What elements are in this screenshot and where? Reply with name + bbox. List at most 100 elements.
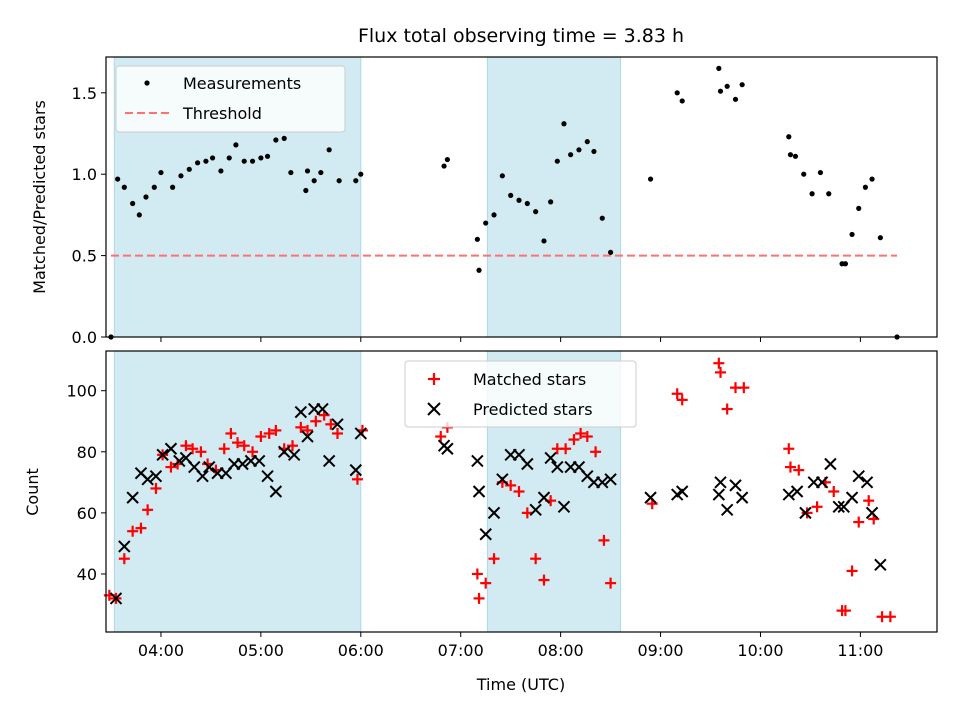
predicted-star-point (874, 558, 887, 572)
top-shaded-interval-2 (486, 56, 622, 338)
matched-star-point (568, 434, 580, 446)
predicted-star-point (236, 457, 249, 471)
measurement-point (548, 199, 554, 205)
matched-star-point (325, 418, 337, 430)
predicted-star-point (729, 479, 742, 492)
measurement-point (233, 142, 239, 148)
measurement-point (130, 200, 136, 207)
predicted-star-point (557, 500, 571, 513)
predicted-star-point (865, 506, 879, 520)
matched-star-point (530, 553, 542, 565)
predicted-star-point (118, 540, 131, 553)
predicted-star-point (141, 473, 154, 486)
xtick-label: 07:00 (438, 641, 484, 660)
predicted-star-point (261, 470, 274, 483)
matched-star-point (793, 464, 805, 476)
chart-title: Flux total observing time = 3.83 h (358, 25, 684, 47)
measurement-point (170, 184, 176, 190)
matched-star-point (715, 366, 727, 378)
matched-stars-points (103, 357, 896, 623)
measurement-point (716, 65, 722, 71)
predicted-star-point (316, 402, 329, 416)
measurement-point (554, 158, 560, 164)
predicted-stars-points (109, 402, 887, 605)
matched-star-point (839, 605, 851, 617)
predicted-star-point (720, 503, 734, 517)
bottom-legend-box (404, 360, 637, 428)
measurement-points (108, 65, 900, 340)
measurement-point (258, 155, 264, 161)
predicted-star-point (349, 463, 363, 477)
measurement-point (288, 169, 294, 176)
legend-matched-label: Matched stars (473, 370, 586, 389)
matched-star-point (784, 461, 796, 473)
measurement-point (273, 137, 279, 143)
measurement-point (249, 158, 256, 164)
bottom-xlabel: Time (UTC) (476, 675, 565, 694)
matched-star-point (218, 443, 230, 455)
measurement-point (241, 158, 247, 164)
measurement-point (849, 231, 855, 238)
legend-predicted-label: Predicted stars (473, 400, 593, 419)
top-ytick-label: 0.5 (72, 247, 97, 266)
predicted-star-point (845, 491, 859, 504)
measurement-point (679, 98, 685, 104)
matched-star-point (150, 482, 162, 494)
matched-star-point (811, 501, 823, 513)
matched-star-point (598, 534, 610, 546)
predicted-star-point (294, 405, 308, 419)
measurement-point (561, 121, 567, 127)
matched-star-point (480, 577, 492, 589)
bottom-axis: 40 60 80 100 04:00 05:00 06:00 07:00 08:00 09:00 1… (66, 382, 883, 660)
measurement-point (143, 194, 149, 200)
measurement-point (786, 134, 792, 140)
matched-star-point (560, 443, 572, 455)
legend-predicted-marker (427, 402, 441, 416)
bottom-panel-frame (105, 350, 938, 633)
predicted-star-point (196, 470, 209, 483)
predicted-star-point (860, 476, 874, 489)
measurement-point (508, 192, 514, 198)
measurement-point (732, 96, 739, 102)
matched-star-point (738, 382, 750, 394)
top-ytick-label: 1.5 (72, 84, 97, 103)
measurement-point (358, 171, 364, 177)
predicted-star-point (487, 506, 501, 520)
predicted-star-point (604, 473, 617, 486)
measurement-point (476, 267, 482, 273)
measurement-point (809, 191, 815, 197)
measurement-point (499, 173, 505, 179)
measurement-point (541, 238, 547, 244)
matched-star-point (302, 424, 314, 436)
measurement-point (576, 147, 582, 153)
measurement-point (739, 82, 745, 88)
predicted-star-point (596, 476, 609, 489)
predicted-star-point (354, 427, 368, 440)
xtick-label: 04:00 (138, 641, 184, 660)
measurement-point (826, 191, 832, 197)
measurement-point (862, 184, 868, 190)
predicted-star-point (126, 491, 139, 504)
measurement-point (792, 153, 799, 159)
matched-star-point (513, 486, 525, 497)
matched-star-point (310, 415, 322, 427)
measurement-point (842, 261, 849, 267)
predicted-star-point (441, 442, 454, 455)
predicted-star-point (149, 470, 163, 483)
xtick-label: 05:00 (238, 641, 284, 660)
measurement-point (483, 220, 489, 226)
predicted-star-point (675, 485, 689, 498)
predicted-star-point (164, 442, 178, 455)
measurement-point (336, 178, 342, 184)
predicted-star-point (790, 485, 804, 498)
matched-star-point (232, 437, 244, 449)
matched-star-point (671, 388, 683, 400)
top-legend: Measurements Threshold (115, 65, 346, 133)
matched-star-point (142, 504, 154, 516)
measurement-point (226, 155, 232, 161)
predicted-star-point (322, 454, 336, 468)
predicted-star-point (832, 500, 845, 513)
predicted-star-point (551, 460, 564, 474)
predicted-star-point (544, 451, 557, 465)
